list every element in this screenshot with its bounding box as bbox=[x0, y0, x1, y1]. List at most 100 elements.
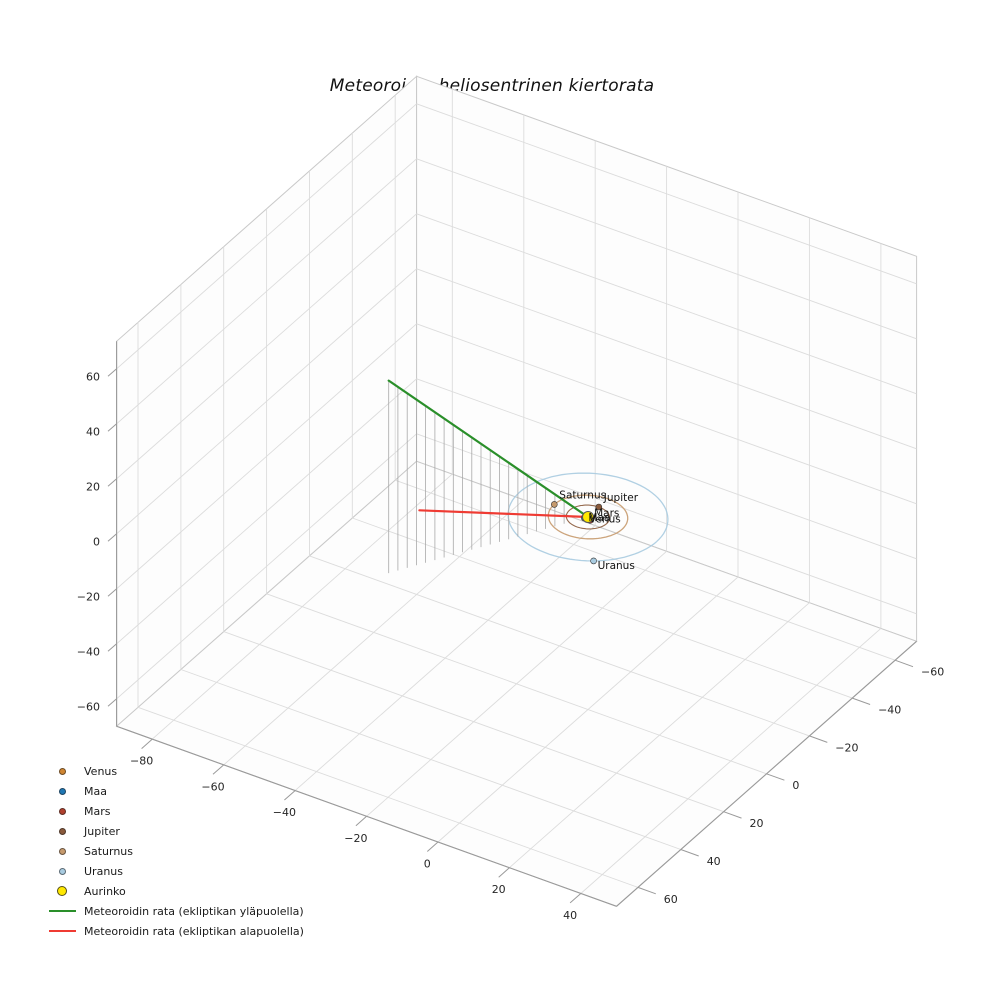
tick-mark bbox=[894, 659, 914, 668]
legend-item: Maa bbox=[46, 781, 304, 801]
legend-item: Jupiter bbox=[46, 821, 304, 841]
y-tick-label: 20 bbox=[750, 817, 764, 830]
legend-item-label: Meteoroidin rata (ekliptikan alapuolella… bbox=[84, 924, 304, 938]
grid-line bbox=[416, 103, 917, 285]
tick-mark bbox=[852, 697, 871, 705]
grid-line bbox=[116, 268, 417, 535]
planet-label-mars: Mars bbox=[594, 507, 619, 519]
grid-line bbox=[137, 706, 639, 888]
x-tick-label: 40 bbox=[563, 909, 577, 922]
grid-line bbox=[116, 323, 417, 590]
x-tick-label: −60 bbox=[201, 780, 224, 793]
dot-swatch bbox=[58, 767, 66, 775]
trajectory-above-ecliptic bbox=[387, 379, 590, 519]
legend-dot-marker bbox=[46, 886, 78, 896]
tick-mark bbox=[107, 368, 117, 377]
z-tick-label: −20 bbox=[77, 590, 100, 603]
legend-item: Mars bbox=[46, 801, 304, 821]
orbit-jupiter bbox=[565, 504, 611, 530]
x-tick-label: −80 bbox=[130, 755, 153, 768]
tick-mark bbox=[637, 886, 656, 895]
dot-swatch bbox=[58, 867, 66, 875]
z-tick-label: 60 bbox=[86, 370, 100, 383]
tick-mark bbox=[569, 893, 582, 904]
grid-line bbox=[416, 268, 917, 450]
tick-mark bbox=[284, 790, 296, 801]
grid-line bbox=[223, 631, 724, 813]
planet-label-jupiter: Jupiter bbox=[603, 492, 639, 504]
meteoroid-trajectories bbox=[387, 379, 590, 519]
z-tick-label: −40 bbox=[77, 645, 100, 658]
sun-dot bbox=[582, 511, 594, 523]
tick-mark bbox=[426, 841, 439, 852]
legend-item-label: Maa bbox=[84, 784, 107, 798]
legend-dot-marker bbox=[46, 827, 78, 835]
legend-item: Aurinko bbox=[46, 881, 304, 901]
y-tick-label: −20 bbox=[835, 741, 858, 754]
line-swatch bbox=[48, 929, 76, 933]
legend-item-label: Aurinko bbox=[84, 884, 126, 898]
legend-item: Venus bbox=[46, 761, 304, 781]
legend-line-swatch bbox=[46, 929, 78, 933]
legend-dot-marker bbox=[46, 847, 78, 855]
legend-item: Uranus bbox=[46, 861, 304, 881]
line-swatch bbox=[48, 909, 76, 913]
grid-line bbox=[416, 213, 917, 395]
tick-mark bbox=[766, 773, 785, 781]
tick-labels: −80 −60 −40 −20 0 20 40 −60 −40 −20 0 20 40 60 −60 −40 −… bbox=[77, 368, 944, 922]
z-tick-label: 20 bbox=[86, 480, 100, 493]
orbit-uranus bbox=[507, 472, 669, 562]
legend-dot-marker bbox=[46, 807, 78, 815]
planet-dot-jupiter bbox=[595, 503, 603, 511]
tick-mark bbox=[107, 533, 117, 542]
dot-swatch bbox=[57, 886, 67, 896]
dot-swatch bbox=[58, 807, 66, 815]
legend-item-label: Mars bbox=[84, 804, 111, 818]
y-tick-label: 0 bbox=[792, 779, 799, 792]
legend-item: Meteoroidin rata (ekliptikan alapuolella… bbox=[46, 921, 304, 941]
planet-label-maa: Maa bbox=[588, 512, 610, 524]
x-tick-label: 0 bbox=[424, 858, 431, 871]
legend-line-swatch bbox=[46, 909, 78, 913]
tick-mark bbox=[107, 588, 117, 597]
legend-item-label: Saturnus bbox=[84, 844, 134, 858]
legend-dot-marker bbox=[46, 767, 78, 775]
trajectory-below-ecliptic bbox=[418, 509, 590, 519]
legend-item-label: Jupiter bbox=[84, 824, 120, 838]
tick-mark bbox=[355, 815, 367, 827]
legend-item: Meteoroidin rata (ekliptikan yläpuolella… bbox=[46, 901, 304, 921]
tick-mark bbox=[809, 735, 828, 743]
planet-dot-uranus bbox=[590, 557, 597, 565]
tick-mark bbox=[107, 478, 117, 487]
tick-mark bbox=[107, 643, 117, 652]
grid-line bbox=[116, 158, 417, 425]
x-tick-label: −20 bbox=[344, 832, 367, 845]
dot-swatch bbox=[58, 787, 66, 795]
legend-item-label: Venus bbox=[84, 764, 118, 778]
dot-swatch bbox=[58, 827, 66, 835]
grid-line bbox=[116, 213, 417, 480]
planet-markers bbox=[550, 501, 603, 565]
grid-line bbox=[416, 433, 917, 615]
tick-mark bbox=[141, 738, 153, 749]
x-tick-label: −40 bbox=[273, 806, 296, 819]
planet-dot-saturnus bbox=[550, 501, 558, 508]
grid-line bbox=[309, 555, 810, 737]
grid-line bbox=[395, 479, 896, 661]
planet-label-uranus: Uranus bbox=[598, 560, 635, 572]
grid-line bbox=[416, 378, 917, 560]
legend: Venus Maa Mars Jupiter Saturnus Uranus Aurinko… bbox=[46, 761, 304, 941]
trajectory-stems bbox=[388, 380, 565, 574]
grid-lines bbox=[116, 89, 917, 894]
tick-mark bbox=[212, 764, 225, 775]
tick-mark bbox=[680, 849, 699, 857]
z-tick-label: 0 bbox=[93, 535, 100, 548]
tick-mark bbox=[498, 867, 510, 878]
grid-line bbox=[116, 433, 417, 700]
grid-line bbox=[266, 593, 767, 775]
x-tick-label: 20 bbox=[492, 883, 506, 896]
grid-line bbox=[180, 669, 681, 850]
